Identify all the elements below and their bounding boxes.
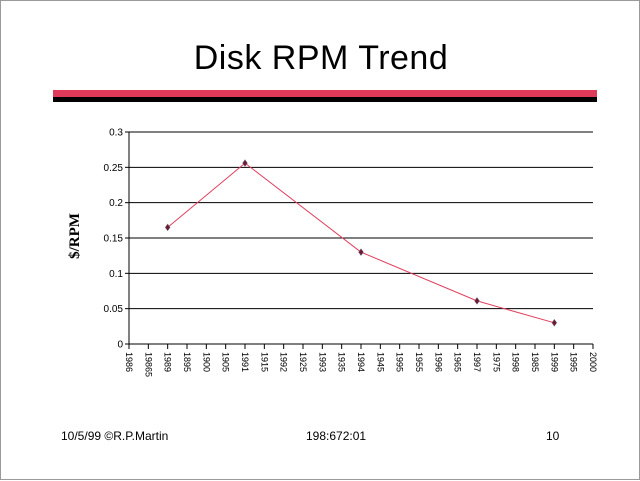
data-point (551, 318, 558, 327)
x-tick-label: 1992 (279, 352, 289, 372)
x-tick-label: 1965 (453, 352, 463, 372)
slide-title: Disk RPM Trend (193, 39, 449, 77)
y-tick-label: 0.1 (109, 269, 123, 280)
x-tick-label: 1895 (182, 352, 192, 372)
y-tick-label: 0.2 (109, 198, 123, 209)
x-tick-label: 1905 (221, 352, 231, 372)
x-tick-label: 2000 (588, 352, 598, 372)
x-tick-label: 1975 (491, 352, 501, 372)
y-tick-label: 0 (117, 340, 123, 351)
x-tick-label: 1925 (298, 352, 308, 372)
x-tick-label: 1998 (511, 352, 521, 372)
x-tick-label: 1935 (337, 352, 347, 372)
series-line (167, 162, 555, 324)
x-tick-label: 1900 (201, 352, 211, 372)
x-tick-label: 1915 (259, 352, 269, 372)
x-tick-label: 1955 (414, 352, 424, 372)
x-tick-label: 1997 (472, 352, 482, 372)
x-tick-label: 1996 (433, 352, 443, 372)
x-tick-label: 1991 (240, 352, 250, 372)
data-point (164, 223, 171, 232)
y-axis-title: $/RPM (67, 213, 83, 259)
data-point (474, 296, 480, 305)
y-tick-label: 0.25 (104, 163, 124, 174)
title-rule-red (53, 90, 597, 97)
x-tick-label: 1993 (317, 352, 327, 372)
x-tick-label: 1999 (549, 352, 559, 372)
x-tick-label: 1986 (124, 352, 134, 372)
title-rule-black (53, 97, 597, 102)
footer-page-number: 10 (546, 429, 560, 443)
data-point (242, 159, 248, 168)
y-tick-label: 0.05 (104, 304, 124, 315)
x-tick-label: 19865 (143, 352, 153, 377)
x-tick-label: 1945 (375, 352, 385, 372)
x-tick-label: 1995 (569, 352, 579, 372)
x-tick-label: 1994 (356, 352, 366, 372)
data-point (358, 248, 364, 257)
footer-course-code: 198:672:01 (306, 429, 367, 443)
footer-date-author: 10/5/99 ©R.P.Martin (61, 429, 169, 443)
y-tick-label: 0.15 (104, 234, 124, 245)
x-tick-label: 1995 (395, 352, 405, 372)
x-tick-label: 1989 (163, 352, 173, 372)
x-tick-label: 1985 (530, 352, 540, 372)
y-tick-label: 0.3 (109, 128, 123, 139)
